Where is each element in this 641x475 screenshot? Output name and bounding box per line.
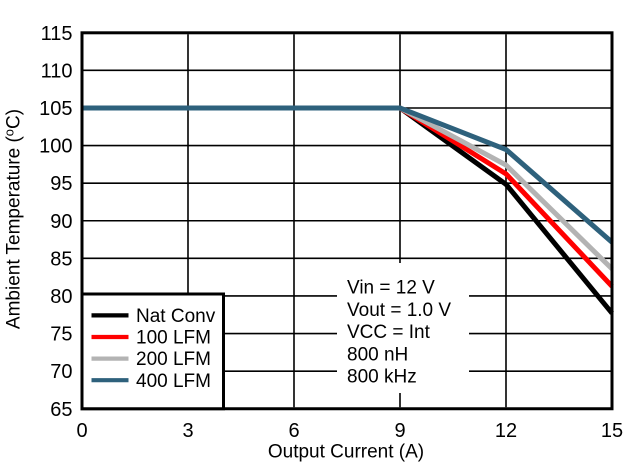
svg-text:110: 110 bbox=[41, 60, 73, 82]
svg-text:3: 3 bbox=[182, 420, 193, 442]
svg-text:VCC = Int: VCC = Int bbox=[347, 322, 431, 343]
svg-text:Vin = 12 V: Vin = 12 V bbox=[347, 278, 435, 299]
svg-text:Ambient Temperature (oC): Ambient Temperature (oC) bbox=[2, 109, 25, 329]
svg-text:70: 70 bbox=[50, 361, 72, 383]
svg-text:6: 6 bbox=[288, 420, 299, 442]
svg-text:200 LFM: 200 LFM bbox=[136, 349, 211, 370]
svg-text:75: 75 bbox=[50, 324, 72, 346]
svg-text:400 LFM: 400 LFM bbox=[136, 371, 211, 392]
svg-text:12: 12 bbox=[495, 420, 517, 442]
svg-text:80: 80 bbox=[50, 286, 72, 308]
svg-text:115: 115 bbox=[41, 23, 73, 45]
svg-text:Nat Conv: Nat Conv bbox=[136, 306, 216, 327]
svg-text:15: 15 bbox=[601, 420, 623, 442]
svg-text:9: 9 bbox=[394, 420, 405, 442]
svg-text:95: 95 bbox=[50, 173, 72, 195]
svg-text:105: 105 bbox=[39, 98, 72, 120]
svg-text:0: 0 bbox=[76, 420, 87, 442]
svg-text:90: 90 bbox=[50, 211, 72, 233]
svg-text:Output Current (A): Output Current (A) bbox=[268, 442, 424, 463]
svg-text:800 nH: 800 nH bbox=[347, 344, 408, 365]
svg-text:100 LFM: 100 LFM bbox=[136, 328, 211, 349]
svg-text:100: 100 bbox=[39, 136, 72, 158]
svg-text:800 kHz: 800 kHz bbox=[347, 367, 417, 388]
svg-text:85: 85 bbox=[50, 248, 72, 270]
svg-text:65: 65 bbox=[50, 399, 72, 421]
svg-text:Vout = 1.0 V: Vout = 1.0 V bbox=[347, 300, 451, 321]
